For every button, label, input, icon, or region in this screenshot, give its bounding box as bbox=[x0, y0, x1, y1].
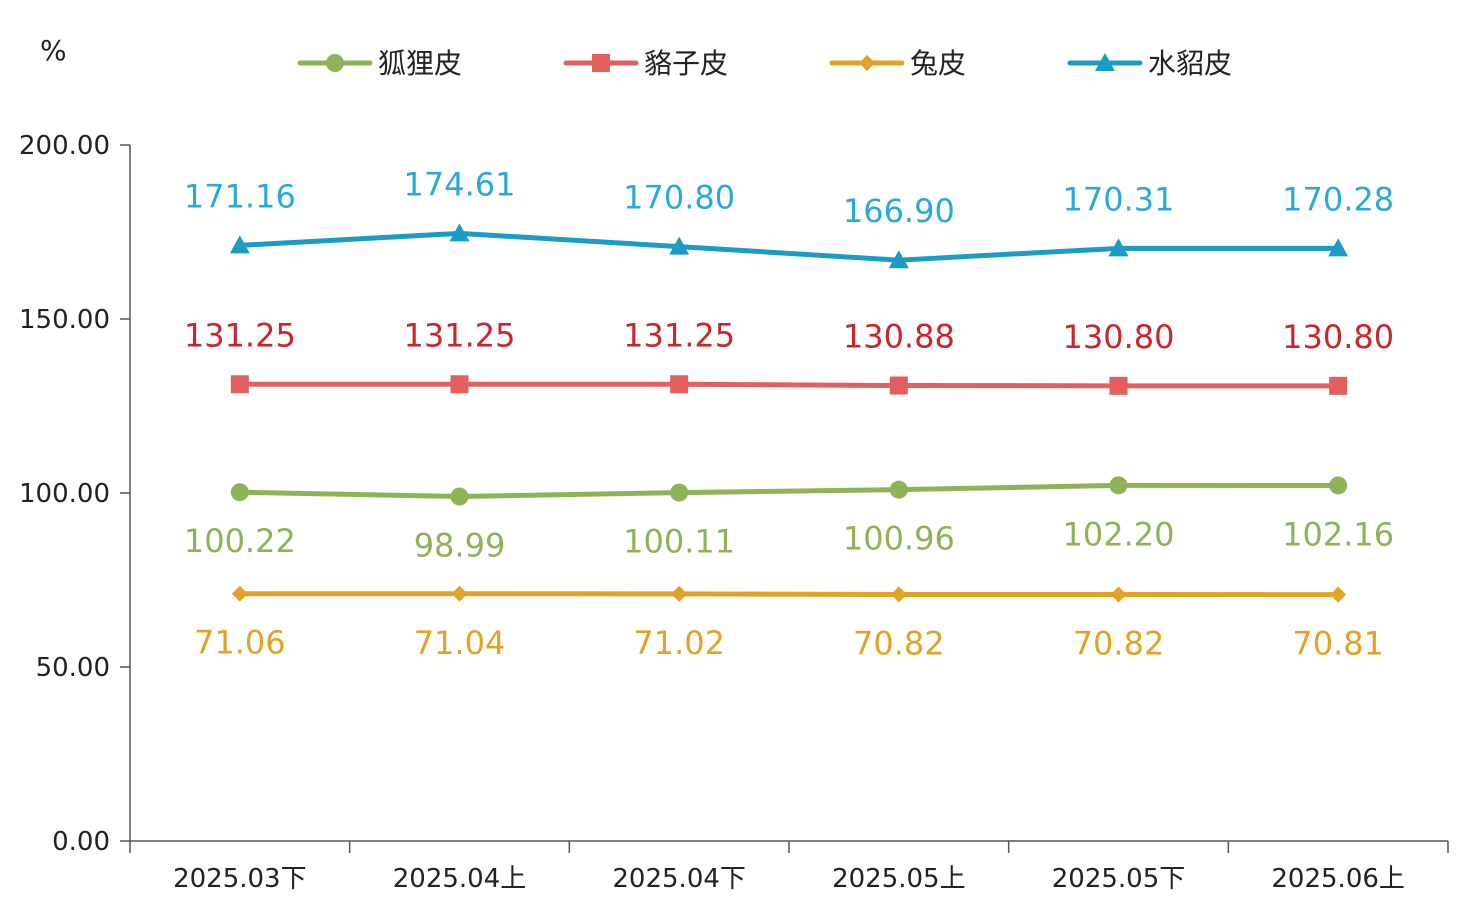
data-point-triangle bbox=[1328, 238, 1349, 257]
data-point-circle bbox=[670, 483, 689, 502]
data-label: 130.88 bbox=[843, 318, 955, 356]
x-tick-label: 2025.04下 bbox=[612, 864, 746, 894]
legend: 狐狸皮 貉子皮 兔皮 水貂皮 bbox=[297, 47, 1232, 80]
data-point-triangle bbox=[1108, 238, 1129, 257]
y-tick-label: 50.00 bbox=[36, 653, 110, 683]
y-tick-label: 100.00 bbox=[19, 479, 110, 509]
x-tick-label: 2025.06上 bbox=[1271, 864, 1405, 894]
data-label: 170.80 bbox=[623, 179, 735, 217]
data-point-circle bbox=[1329, 476, 1348, 495]
data-label: 71.06 bbox=[194, 624, 286, 662]
x-tick-label: 2025.05上 bbox=[832, 864, 966, 894]
series-group bbox=[229, 223, 1349, 603]
data-label: 102.20 bbox=[1063, 515, 1175, 553]
data-point-square bbox=[1109, 376, 1128, 395]
data-point-diamond bbox=[1110, 586, 1127, 603]
data-label: 131.25 bbox=[404, 316, 516, 354]
data-point-square bbox=[889, 376, 908, 395]
series-line bbox=[237, 482, 1341, 500]
data-point-square bbox=[230, 375, 249, 394]
data-point-square bbox=[1329, 376, 1348, 395]
data-label: 102.16 bbox=[1282, 515, 1394, 553]
data-point-circle bbox=[889, 480, 908, 499]
legend-marker-diamond bbox=[859, 55, 875, 71]
data-label: 131.25 bbox=[623, 316, 735, 354]
data-point-circle bbox=[1109, 476, 1128, 495]
legend-item: 水貂皮 bbox=[1067, 47, 1232, 80]
data-point-diamond bbox=[1330, 586, 1347, 603]
data-point-circle bbox=[230, 483, 249, 502]
legend-item: 兔皮 bbox=[829, 47, 966, 80]
data-label: 131.25 bbox=[184, 316, 296, 354]
legend-marker-triangle bbox=[1095, 53, 1115, 71]
series-1 bbox=[230, 476, 1348, 506]
data-label: 166.90 bbox=[843, 192, 955, 230]
legend-label: 貉子皮 bbox=[644, 47, 728, 80]
data-label: 70.82 bbox=[1073, 625, 1165, 663]
data-point-square bbox=[450, 375, 469, 394]
data-label: 70.82 bbox=[853, 625, 945, 663]
legend-label: 兔皮 bbox=[910, 47, 966, 80]
data-point-triangle bbox=[229, 235, 250, 254]
legend-marker-circle bbox=[326, 54, 344, 72]
y-tick-label: 200.00 bbox=[19, 131, 110, 161]
data-point-circle bbox=[450, 487, 469, 506]
legend-marker-square bbox=[592, 54, 610, 72]
series-line bbox=[237, 381, 1341, 389]
data-label: 71.04 bbox=[414, 624, 506, 662]
legend-label: 水貂皮 bbox=[1148, 47, 1232, 80]
data-label: 70.81 bbox=[1292, 625, 1384, 663]
data-label: 171.16 bbox=[184, 177, 296, 215]
legend-item: 貉子皮 bbox=[563, 47, 728, 80]
data-point-diamond bbox=[451, 585, 468, 602]
data-label: 100.96 bbox=[843, 520, 955, 558]
data-label: 170.28 bbox=[1282, 180, 1394, 218]
data-label: 98.99 bbox=[414, 527, 506, 565]
data-point-triangle bbox=[449, 223, 470, 242]
y-axis-unit-label: % bbox=[40, 34, 67, 67]
data-point-triangle bbox=[888, 250, 909, 269]
x-tick-label: 2025.04上 bbox=[393, 864, 527, 894]
legend-item: 狐狸皮 bbox=[297, 47, 462, 80]
x-tick-label: 2025.03下 bbox=[173, 864, 307, 894]
data-label: 100.11 bbox=[623, 523, 735, 561]
series-line bbox=[237, 230, 1341, 263]
axes: % 0.00 50.00 100.00 150.00 200.00 2025.03下 2025… bbox=[19, 34, 1449, 894]
data-label: 170.31 bbox=[1063, 180, 1175, 218]
data-point-square bbox=[670, 375, 689, 394]
data-point-diamond bbox=[231, 585, 248, 602]
data-label: 130.80 bbox=[1282, 318, 1394, 356]
data-point-diamond bbox=[671, 585, 688, 602]
data-label: 71.02 bbox=[633, 624, 725, 662]
data-labels: 100.22 98.99 100.11 100.96 102.20 102.16 131.2… bbox=[184, 165, 1394, 662]
data-point-triangle bbox=[669, 236, 690, 255]
series-3 bbox=[231, 585, 1347, 603]
x-tick-label: 2025.05下 bbox=[1052, 864, 1186, 894]
series-line bbox=[237, 591, 1341, 598]
data-label: 174.61 bbox=[404, 165, 516, 203]
data-label: 130.80 bbox=[1063, 318, 1175, 356]
series-4 bbox=[229, 223, 1349, 269]
data-point-diamond bbox=[890, 586, 907, 603]
legend-label: 狐狸皮 bbox=[378, 47, 462, 80]
series-2 bbox=[230, 375, 1348, 395]
y-tick-label: 0.00 bbox=[52, 827, 110, 857]
data-label: 100.22 bbox=[184, 522, 296, 560]
y-tick-label: 150.00 bbox=[19, 305, 110, 335]
